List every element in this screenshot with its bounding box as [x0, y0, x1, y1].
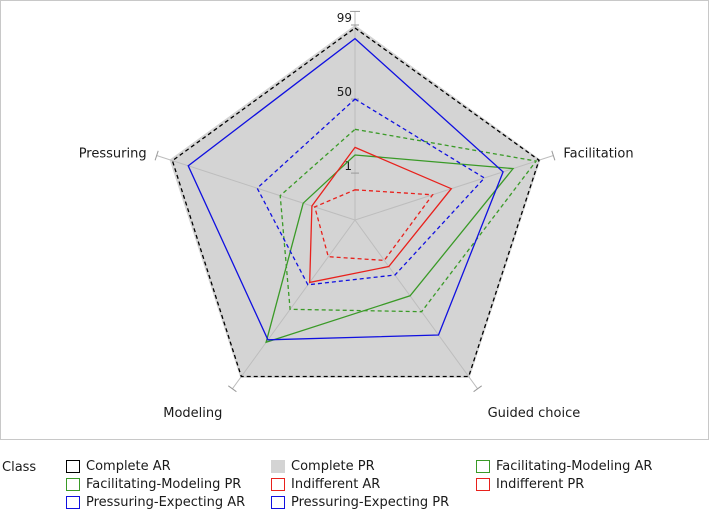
legend-label: Pressuring-Expecting PR: [291, 495, 450, 510]
axis-spoke: [156, 155, 356, 221]
radial-tick-label: 1: [344, 159, 352, 173]
legend-swatch: [271, 459, 285, 473]
axis-spoke: [231, 219, 356, 390]
legend-swatch: [271, 495, 285, 509]
axis-spoke: [354, 155, 554, 221]
axis-end-tick: [154, 150, 159, 161]
axis-label-modeling: Modeling: [163, 406, 222, 421]
legend-swatch: [66, 495, 80, 509]
legend-swatch: [66, 459, 80, 473]
axis-end-tick: [551, 150, 556, 161]
axis-end-tick: [473, 385, 482, 393]
legend-label: Facilitating-Modeling PR: [86, 477, 242, 492]
legend-label: Pressuring-Expecting AR: [86, 495, 246, 510]
radar-chart: 15099ExpectationsFacilitationGuided choi…: [79, 10, 634, 421]
legend-label: Complete PR: [291, 459, 375, 474]
legend-item-complete-ar: Complete AR: [66, 458, 171, 476]
series-line-pressuring-expecting-pr: [187, 37, 504, 341]
legend-swatch: [476, 477, 490, 491]
legend-title: Class: [2, 460, 37, 475]
legend-item-facilitating-modeling-pr: Facilitating-Modeling PR: [66, 476, 241, 494]
legend-swatch: [271, 477, 285, 491]
axis-end-tick: [228, 385, 237, 393]
legend-swatch: [476, 459, 490, 473]
legend-item-indifferent-pr: Indifferent PR: [476, 476, 584, 494]
series-line-indifferent-pr: [313, 189, 434, 262]
legend-item-facilitating-modeling-ar: Facilitating-Modeling AR: [476, 458, 652, 476]
radial-tick-label: 50: [337, 85, 352, 99]
axis-label-guided-choice: Guided choice: [488, 406, 581, 421]
axis-label-pressuring: Pressuring: [79, 147, 147, 162]
series-line-complete-ar: [171, 27, 540, 378]
radial-tick-label: 99: [337, 11, 352, 25]
axis-spoke: [354, 219, 479, 390]
legend-label: Indifferent AR: [291, 477, 381, 492]
legend-label: Complete AR: [86, 459, 171, 474]
legend-label: Indifferent PR: [496, 477, 585, 492]
axis-label-facilitation: Facilitation: [563, 147, 633, 162]
series-line-indifferent-ar: [309, 146, 453, 284]
legend-item-pressuring-expecting-pr: Pressuring-Expecting PR: [271, 494, 449, 512]
legend-label: Facilitating-Modeling AR: [496, 459, 653, 474]
chart-frame: 15099ExpectationsFacilitationGuided choi…: [0, 0, 709, 440]
series-line-facilitating-modeling-pr: [265, 154, 515, 344]
series-line-pressuring-expecting-ar: [256, 98, 486, 286]
legend-item-indifferent-ar: Indifferent AR: [271, 476, 380, 494]
legend-swatch: [66, 477, 80, 491]
legend: Class Complete AR Complete PR Facilitati…: [0, 455, 709, 513]
legend-item-complete-pr: Complete PR: [271, 458, 375, 476]
legend-item-pressuring-expecting-ar: Pressuring-Expecting AR: [66, 494, 245, 512]
